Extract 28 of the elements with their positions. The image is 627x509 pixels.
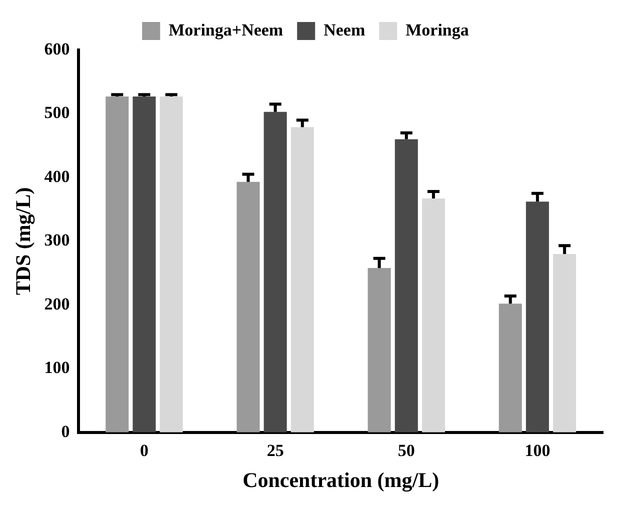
bar <box>264 112 287 432</box>
x-tick-label: 25 <box>266 440 284 460</box>
y-tick-label: 100 <box>44 358 70 378</box>
legend-label: Neem <box>324 20 366 40</box>
y-axis-title: TDS (mg/L) <box>11 187 36 296</box>
y-tick-label: 500 <box>44 103 70 122</box>
y-tick-label: 300 <box>44 230 70 250</box>
y-tick-label: 200 <box>44 294 70 314</box>
bar <box>290 127 314 432</box>
bar <box>553 254 576 432</box>
bar <box>394 139 418 432</box>
y-tick-label: 600 <box>44 39 70 58</box>
bar <box>526 202 549 432</box>
x-axis-title: Concentration (mg/L) <box>242 468 440 492</box>
y-tick-label: 400 <box>44 166 70 186</box>
legend-label: Moringa+Neem <box>168 20 284 40</box>
legend-label: Moringa <box>406 20 470 40</box>
bar <box>132 96 156 432</box>
y-tick-label: 0 <box>61 422 70 441</box>
bar <box>422 198 445 432</box>
bar <box>368 268 391 432</box>
x-tick-label: 50 <box>398 440 415 460</box>
bar <box>236 182 260 432</box>
x-tick-label: 0 <box>140 440 148 460</box>
bar <box>106 96 129 432</box>
x-tick-label: 100 <box>524 440 550 460</box>
bar <box>160 96 183 432</box>
bar <box>498 304 522 432</box>
